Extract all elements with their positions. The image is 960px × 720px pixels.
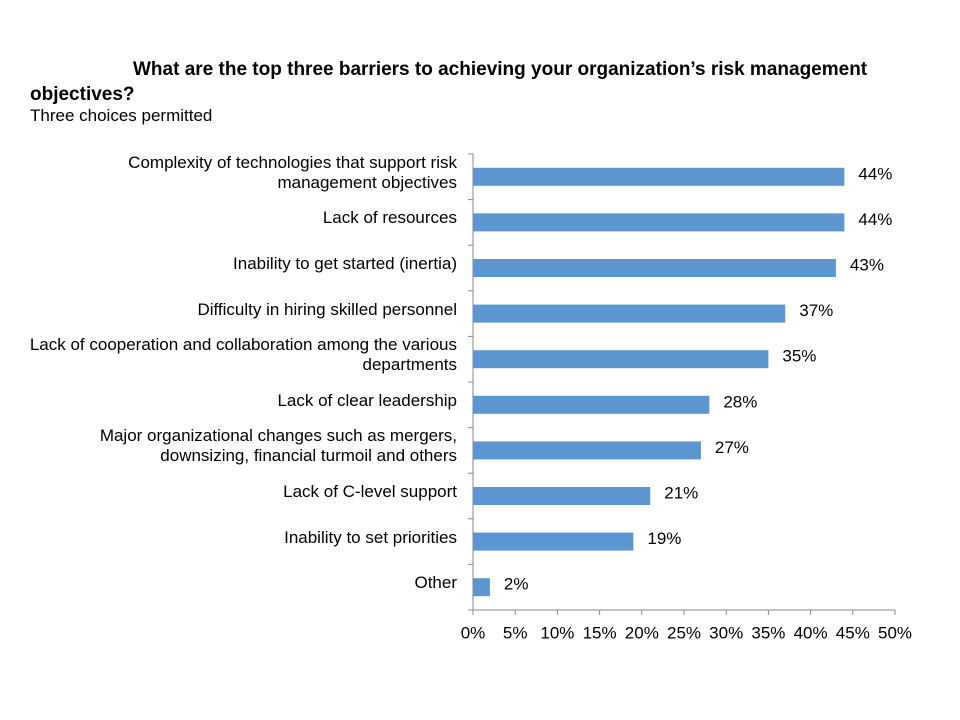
value-label: 43% <box>850 255 884 274</box>
bar <box>473 259 836 277</box>
x-tick-label: 45% <box>836 623 870 642</box>
bar <box>473 578 490 597</box>
value-label: 44% <box>858 164 892 183</box>
x-tick-label: 0% <box>461 623 486 642</box>
x-tick-label: 40% <box>794 623 828 642</box>
y-tick-label: Lack of cooperation and collaboration am… <box>29 335 457 375</box>
y-tick-label: Lack of C-level support <box>283 482 457 501</box>
value-label: 21% <box>664 483 698 502</box>
y-tick-label: Difficulty in hiring skilled personnel <box>197 299 457 319</box>
value-label: 28% <box>723 392 757 411</box>
bar <box>473 441 701 460</box>
y-tick-label: Major organizational changes such as mer… <box>99 426 457 466</box>
x-tick-label: 30% <box>709 623 743 642</box>
y-tick-label: Other <box>414 573 457 593</box>
bar <box>473 487 651 505</box>
x-tick-label: 5% <box>503 623 528 642</box>
x-tick-label: 10% <box>540 623 574 642</box>
x-tick-label: 50% <box>878 623 912 642</box>
bar <box>473 167 845 186</box>
chart-subtitle: Three choices permitted <box>30 106 213 125</box>
value-label: 35% <box>782 347 816 366</box>
y-tick-label: Lack of clear leadership <box>277 390 457 410</box>
bar <box>473 350 769 369</box>
x-tick-label: 25% <box>667 623 701 642</box>
value-label: 27% <box>715 438 749 457</box>
value-label: 19% <box>647 529 681 548</box>
value-label: 37% <box>799 301 833 320</box>
y-tick-label: Inability to get started (inertia) <box>233 254 457 273</box>
value-label: 44% <box>858 210 892 229</box>
bar <box>473 304 786 323</box>
chart-title: What are the top three barriers to achie… <box>30 59 868 105</box>
y-tick-label: Inability to set priorities <box>284 527 457 547</box>
x-tick-label: 35% <box>751 623 785 642</box>
bar <box>473 395 710 414</box>
bar <box>473 213 845 232</box>
y-tick-label: Lack of resources <box>322 208 457 228</box>
value-label: 2% <box>504 575 529 594</box>
bar <box>473 532 634 551</box>
y-tick-label: Complexity of technologies that support … <box>128 152 457 192</box>
x-tick-label: 20% <box>625 623 659 642</box>
x-tick-label: 15% <box>583 623 617 642</box>
